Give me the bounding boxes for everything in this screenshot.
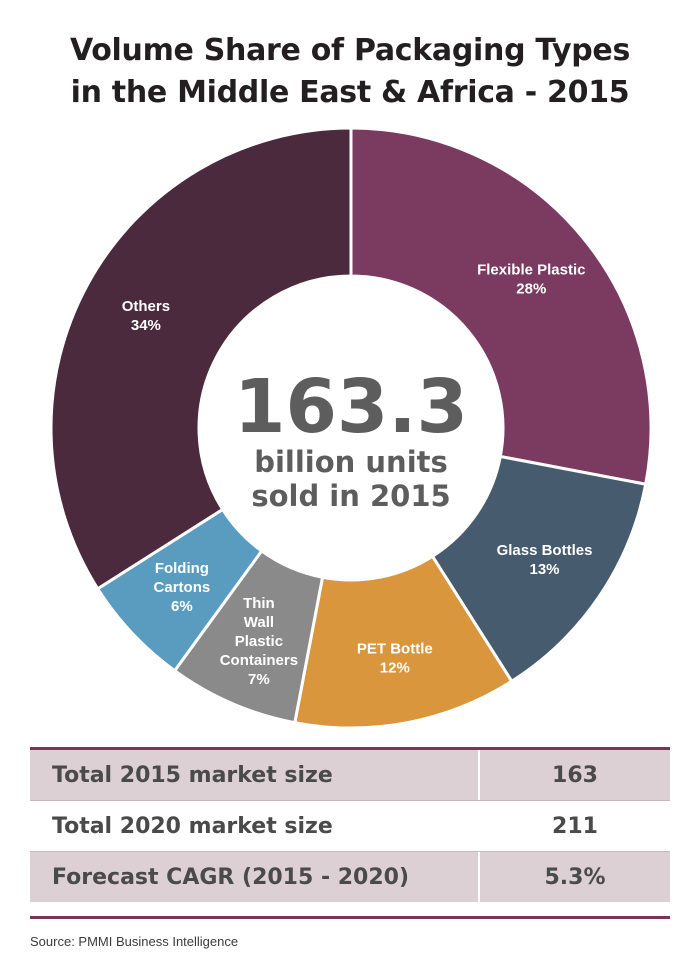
table-row-value: 163 xyxy=(478,750,670,800)
chart-title-line-2: in the Middle East & Africa - 2015 xyxy=(70,75,630,110)
center-caption-line-1: billion units xyxy=(254,445,448,479)
slice-value-label: 13% xyxy=(529,561,559,578)
slice-label-line: Thin xyxy=(243,595,275,612)
slice-value-label: 7% xyxy=(248,671,270,688)
slice-label-line: Folding xyxy=(155,560,209,577)
chart-title-line-1: Volume Share of Packaging Types xyxy=(69,33,631,68)
table-row: Total 2015 market size 163 xyxy=(30,750,670,800)
slice-label: Glass Bottles 13% xyxy=(497,542,593,578)
slice-label-line: Flexible Plastic xyxy=(477,261,585,278)
slice-label-line: Glass Bottles xyxy=(497,542,593,559)
slice-label: Others 34% xyxy=(122,298,170,334)
slice-label-line: Others xyxy=(122,298,170,315)
slice-label: Flexible Plastic 28% xyxy=(477,261,585,297)
slice-label-line: Plastic xyxy=(235,633,283,650)
slice-value-label: 34% xyxy=(131,317,161,334)
table-bottom-rule xyxy=(30,916,670,919)
source-note: Source: PMMI Business Intelligence xyxy=(30,934,239,949)
donut-chart: Flexible Plastic 28% Glass Bottles 13% PET B… xyxy=(49,126,653,730)
slice-value-label: 12% xyxy=(380,659,410,676)
slice-label-line: PET Bottle xyxy=(357,640,433,657)
market-size-table: Total 2015 market size 163 Total 2020 mark… xyxy=(30,747,670,902)
slice-labels: Flexible Plastic 28% Glass Bottles 13% PET B… xyxy=(122,261,593,688)
donut-slice xyxy=(49,126,353,591)
table-row-value: 211 xyxy=(478,801,670,851)
donut-slice xyxy=(349,126,653,486)
slice-label: Folding Cartons 6% xyxy=(154,560,211,615)
slice-label-line: Containers xyxy=(220,652,298,669)
center-caption-line-2: sold in 2015 xyxy=(251,479,450,513)
table-row: Total 2020 market size 211 xyxy=(30,800,670,851)
slice-label-line: Cartons xyxy=(154,579,211,596)
donut-slices xyxy=(49,126,653,730)
donut-hole xyxy=(200,277,502,579)
table-row-label: Forecast CAGR (2015 - 2020) xyxy=(52,864,410,890)
table-row-value: 5.3% xyxy=(478,852,670,902)
chart-title: Volume Share of Packaging Types in the M… xyxy=(0,30,700,114)
slice-value-label: 6% xyxy=(171,598,193,615)
slice-label: Thin Wall Plastic Containers 7% xyxy=(220,595,298,688)
center-total-value: 163.3 xyxy=(234,364,468,450)
slice-value-label: 28% xyxy=(516,280,546,297)
table-row: Forecast CAGR (2015 - 2020) 5.3% xyxy=(30,851,670,902)
table-row-label: Total 2015 market size xyxy=(52,762,333,788)
slice-label: PET Bottle 12% xyxy=(357,640,433,676)
slice-label-line: Wall xyxy=(244,614,274,631)
table-row-label: Total 2020 market size xyxy=(52,813,333,839)
